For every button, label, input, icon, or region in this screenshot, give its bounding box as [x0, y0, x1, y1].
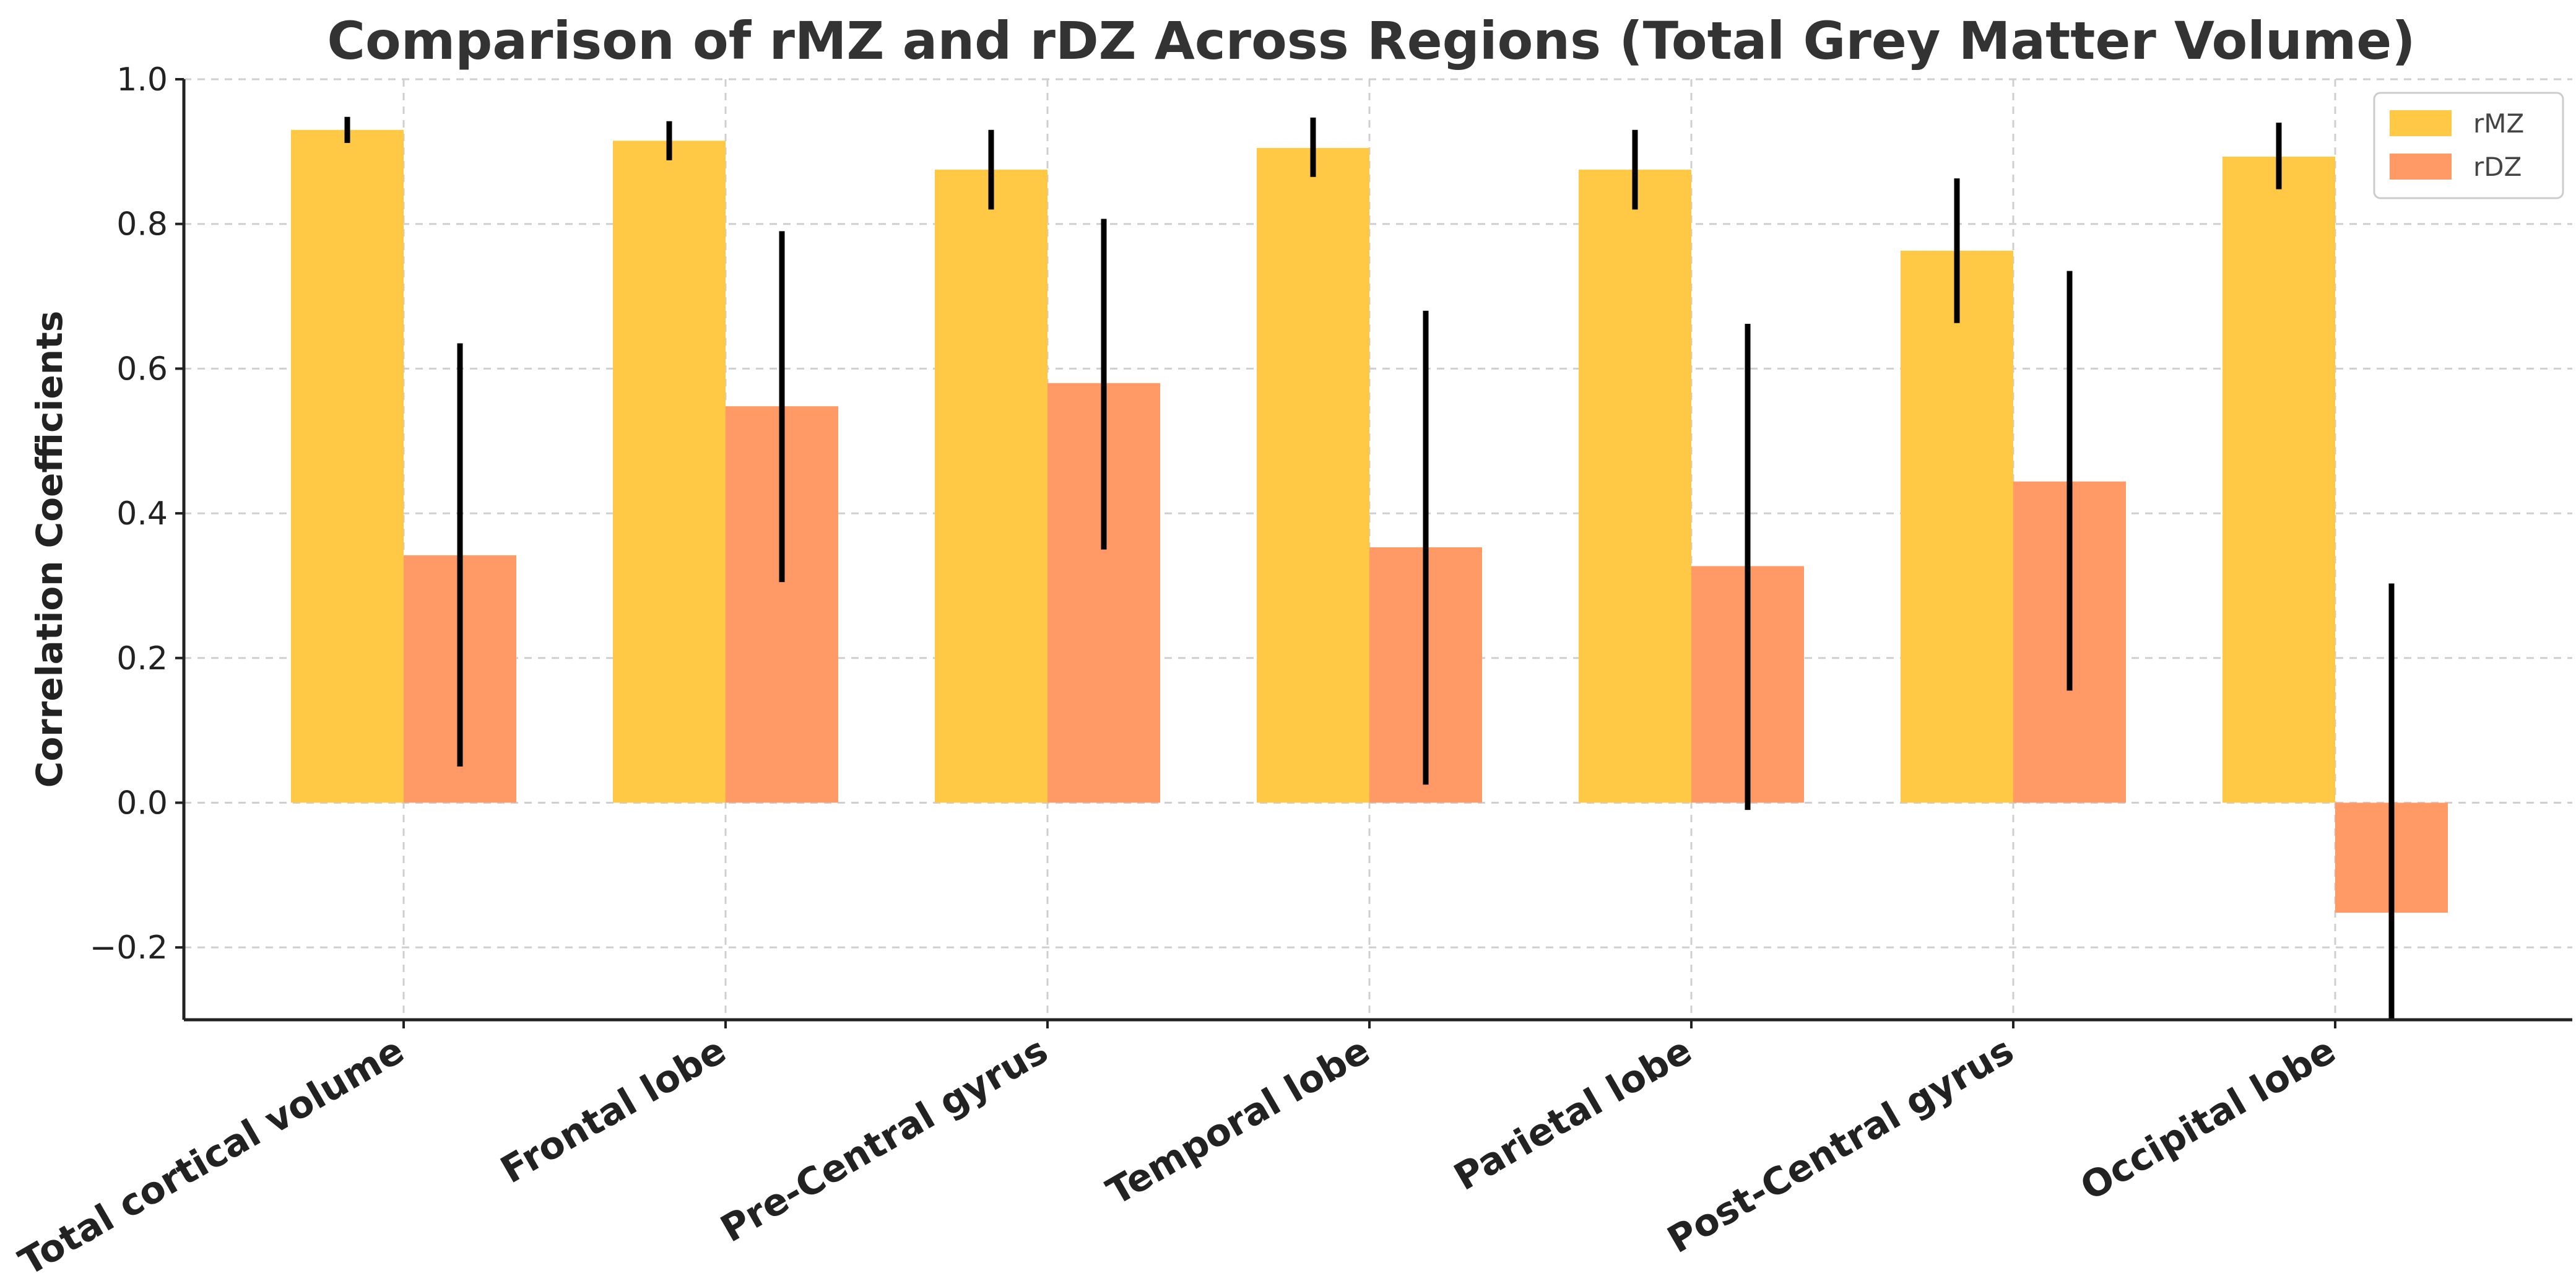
legend-label-rmz: rMZ	[2473, 108, 2524, 139]
legend-frame	[2373, 92, 2564, 199]
y-tick-label: 1.0	[116, 61, 168, 98]
legend-label-rdz: rDZ	[2473, 152, 2522, 182]
x-tick-label: Post-Central gyrus	[1660, 1028, 2021, 1262]
error-bars	[344, 116, 2395, 1020]
bar-rmz	[935, 170, 1047, 803]
bar-rmz	[1901, 250, 2013, 803]
x-ticks: Total cortical volume Frontal lobePre-Cen…	[12, 1020, 2343, 1284]
y-tick-label: 0.0	[116, 784, 168, 822]
bars	[291, 129, 2448, 913]
x-tick-label: Total cortical volume	[12, 1028, 411, 1284]
axes	[182, 79, 2572, 1022]
y-axis-label: Correlation Coefficients	[28, 311, 71, 788]
x-tick-label: Temporal lobe	[1099, 1028, 1377, 1214]
legend-swatch-rdz	[2390, 154, 2452, 180]
y-ticks: −0.2 0.0 0.2 0.4 0.6 0.8 1.0	[90, 61, 184, 967]
y-tick-label: 0.6	[116, 350, 168, 388]
chart-title: Comparison of rMZ and rDZ Across Regions…	[327, 11, 2415, 71]
bar-rmz	[1579, 170, 1691, 803]
y-tick-label: 0.4	[116, 495, 168, 532]
x-tick-label: Frontal lobe	[493, 1028, 733, 1192]
x-tick-label: Pre-Central gyrus	[714, 1028, 1056, 1251]
legend-swatch-rmz	[2390, 110, 2452, 136]
y-tick-label: 0.8	[116, 206, 168, 243]
x-tick-label: Occipital lobe	[2073, 1028, 2343, 1209]
x-tick-label: Parietal lobe	[1447, 1028, 1699, 1199]
y-tick-label: −0.2	[90, 929, 168, 967]
bar-rmz	[2223, 157, 2335, 803]
bar-rmz	[1257, 148, 1369, 803]
y-tick-label: 0.2	[116, 640, 168, 677]
bar-rmz	[613, 141, 726, 803]
bar-rmz	[291, 129, 404, 803]
legend: rMZ rDZ	[2373, 92, 2564, 199]
